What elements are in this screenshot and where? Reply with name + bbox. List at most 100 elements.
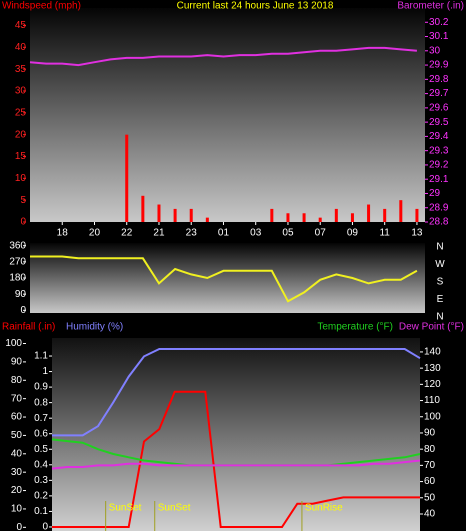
- series-line: [51, 459, 421, 470]
- compass-label: N: [436, 242, 443, 253]
- y-tick-label: 0.2: [34, 491, 48, 502]
- y-tick-label: 30.1: [429, 31, 449, 42]
- y-tick-label: 15: [15, 151, 27, 162]
- bar: [270, 208, 274, 222]
- legend-label: Dew Point (°F): [399, 322, 464, 333]
- y-tick-label: 180: [9, 273, 26, 284]
- y-tick-label: 80: [11, 375, 23, 386]
- x-tick-label: 01: [218, 228, 230, 239]
- y-tick-label: 20: [15, 129, 27, 140]
- bar: [205, 217, 209, 222]
- y-tick-label: 80: [424, 444, 436, 455]
- annotation: SunSet: [158, 503, 191, 514]
- y-tick-label: 70: [424, 460, 436, 471]
- x-tick-label: 03: [250, 228, 262, 239]
- compass-label: S: [437, 277, 444, 288]
- bar: [141, 195, 145, 222]
- bar: [350, 213, 354, 222]
- annotation: SunSet: [109, 503, 142, 514]
- y-tick-label: 120: [424, 379, 441, 390]
- y-tick-label: 130: [424, 363, 441, 374]
- y-tick-label: 90: [424, 428, 436, 439]
- y-tick-label: 0: [16, 522, 22, 531]
- bar: [302, 213, 306, 222]
- x-tick-label: 09: [347, 228, 359, 239]
- y-tick-label: 35: [15, 64, 27, 75]
- compass-label: E: [437, 294, 444, 305]
- compass-label: W: [435, 259, 445, 270]
- bar: [318, 217, 322, 222]
- y-tick-label: 360: [9, 240, 26, 251]
- y-tick-label: 0.1: [34, 506, 48, 517]
- x-tick-label: 11: [379, 228, 390, 239]
- x-tick-label: 05: [282, 228, 294, 239]
- y-tick-label: 90: [15, 289, 27, 300]
- y-tick-label: 40: [15, 42, 27, 53]
- y-tick-label: 1: [42, 366, 48, 377]
- bar: [125, 134, 129, 222]
- y-tick-label: 60: [424, 476, 436, 487]
- bar: [157, 204, 161, 222]
- y-tick-label: 30: [11, 467, 23, 478]
- y-tick-label: 100: [424, 411, 441, 422]
- compass-label: N: [436, 312, 443, 323]
- y-tick-label: 0.8: [34, 397, 48, 408]
- x-tick-label: 13: [411, 228, 423, 239]
- y-tick-label: 0.7: [34, 413, 48, 424]
- bar: [399, 200, 403, 222]
- y-tick-label: 25: [15, 107, 27, 118]
- y-tick-label: 29.4: [429, 131, 449, 142]
- y-tick-label: 28.9: [429, 202, 449, 213]
- bar: [189, 208, 193, 222]
- plot-area: [30, 243, 425, 313]
- annotation: SunRise: [305, 503, 343, 514]
- y-tick-label: 0: [42, 522, 48, 531]
- y-tick-label: 60: [11, 412, 23, 423]
- series-line: [29, 46, 417, 67]
- y-tick-label: 70: [11, 393, 23, 404]
- series-line: [52, 348, 421, 437]
- y-tick-label: 29: [429, 188, 441, 199]
- y-tick-label: 20: [11, 485, 23, 496]
- y-tick-label: 30: [15, 86, 27, 97]
- x-tick-label: 20: [89, 228, 101, 239]
- x-tick-label: 23: [186, 228, 198, 239]
- y-tick-label: 30.2: [429, 17, 449, 28]
- y-tick-label: 29.1: [429, 174, 449, 185]
- y-tick-label: 270: [9, 256, 26, 267]
- y-tick-label: 29.2: [429, 160, 449, 171]
- legend-label: Temperature (°F): [317, 322, 393, 333]
- x-tick-label: 07: [315, 228, 327, 239]
- legend-label: Humidity (%): [66, 322, 123, 333]
- y-tick-label: 29.6: [429, 103, 449, 114]
- x-tick-label: 18: [57, 228, 69, 239]
- y-tick-label: 10: [11, 504, 23, 515]
- y-tick-label: 40: [11, 448, 23, 459]
- y-tick-label: 0.6: [34, 428, 48, 439]
- bar: [173, 208, 177, 222]
- series-line: [30, 255, 418, 303]
- y-tick-label: 0.4: [34, 459, 48, 470]
- legend-label: Windspeed (mph): [2, 1, 81, 12]
- series-line: [52, 390, 420, 528]
- y-tick-label: 30: [429, 45, 441, 56]
- y-tick-label: 110: [424, 395, 440, 406]
- y-tick-label: 100: [5, 338, 22, 349]
- x-tick-label: 22: [121, 228, 133, 239]
- legend-label: Rainfall (.in): [2, 322, 55, 333]
- plot-area: [30, 8, 425, 222]
- y-tick-label: 50: [424, 492, 436, 503]
- y-tick-label: 28.8: [429, 217, 449, 228]
- y-tick-label: 29.9: [429, 60, 449, 71]
- y-tick-label: 90: [11, 357, 23, 368]
- legend-label: Barometer (.in): [397, 1, 464, 12]
- y-tick-label: 29.8: [429, 74, 449, 85]
- bar: [367, 204, 371, 222]
- bar: [383, 208, 387, 222]
- y-tick-label: 29.7: [429, 88, 449, 99]
- y-tick-label: 45: [15, 20, 27, 31]
- y-tick-label: 0.3: [34, 475, 48, 486]
- bar: [286, 213, 290, 222]
